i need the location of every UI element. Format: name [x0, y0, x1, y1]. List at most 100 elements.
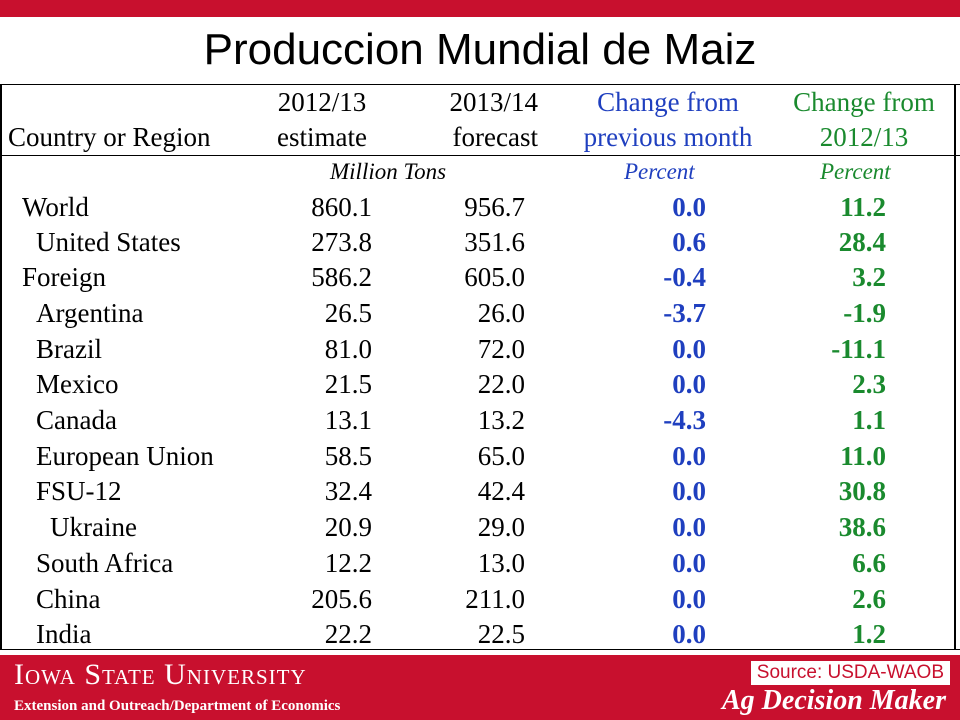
- row-name: China: [36, 584, 101, 614]
- row-forecast: 13.0: [477, 548, 525, 578]
- row-name: Brazil: [36, 334, 102, 364]
- header-col4-line2: 2012/13: [819, 122, 909, 152]
- row-estimate: 81.0: [324, 334, 372, 364]
- row-change-month: 0.0: [672, 548, 706, 578]
- unit-percent-year: Percent: [820, 159, 891, 184]
- row-name: European Union: [36, 441, 214, 471]
- table-row: Ukraine 20.9 29.0 0.0 38.6: [0, 509, 960, 545]
- row-forecast: 65.0: [477, 441, 525, 471]
- table-row: Foreign 586.2 605.0 -0.4 3.2: [0, 259, 960, 295]
- row-change-year: 6.6: [852, 548, 886, 578]
- row-forecast: 13.2: [477, 405, 525, 435]
- table-row: China 205.6 211.0 0.0 2.6: [0, 581, 960, 617]
- table-left-border: [0, 84, 2, 650]
- row-name: FSU-12: [36, 476, 122, 506]
- table-row: South Africa 12.2 13.0 0.0 6.6: [0, 545, 960, 581]
- row-change-year: 1.1: [852, 405, 886, 435]
- row-forecast: 22.5: [477, 619, 525, 649]
- top-brand-bar: [0, 0, 960, 17]
- row-change-year: -1.9: [843, 298, 886, 328]
- table-row: FSU-12 32.4 42.4 0.0 30.8: [0, 473, 960, 509]
- unit-percent-month: Percent: [624, 159, 695, 184]
- source-label: Source: USDA-WAOB: [750, 661, 950, 685]
- row-name: Mexico: [36, 369, 119, 399]
- row-name: World: [22, 192, 89, 222]
- row-change-month: 0.0: [672, 512, 706, 542]
- row-change-month: -3.7: [663, 298, 706, 328]
- brand-ag-decision-maker: Ag Decision Maker: [722, 685, 946, 716]
- table-row: Argentina 26.5 26.0 -3.7 -1.9: [0, 295, 960, 331]
- header-col2-year: 2013/14: [449, 87, 538, 117]
- table-row: United States 273.8 351.6 0.6 28.4: [0, 224, 960, 260]
- row-change-month: 0.6: [672, 227, 706, 257]
- table-row: India 22.2 22.5 0.0 1.2: [0, 616, 960, 652]
- row-estimate: 13.1: [324, 405, 372, 435]
- row-estimate: 12.2: [324, 548, 372, 578]
- row-name: South Africa: [36, 548, 174, 578]
- table-row: World 860.1 956.7 0.0 11.2: [0, 189, 960, 225]
- header-col4-line1: Change from: [793, 87, 935, 117]
- row-change-year: 11.0: [840, 441, 886, 471]
- header-divider-rule: [0, 155, 960, 156]
- row-name: United States: [36, 227, 181, 257]
- row-change-year: 38.6: [838, 512, 886, 542]
- header-country: Country or Region: [8, 122, 211, 152]
- row-name: Argentina: [36, 298, 144, 328]
- table-top-rule: [0, 84, 960, 85]
- row-estimate: 860.1: [311, 192, 372, 222]
- row-change-year: 2.6: [852, 584, 886, 614]
- row-name: Canada: [36, 405, 117, 435]
- row-estimate: 205.6: [311, 584, 372, 614]
- row-forecast: 29.0: [477, 512, 525, 542]
- row-name: Foreign: [22, 262, 106, 292]
- row-forecast: 351.6: [464, 227, 525, 257]
- row-forecast: 211.0: [465, 584, 525, 614]
- row-change-year: 28.4: [838, 227, 886, 257]
- header-col1-type: estimate: [277, 122, 367, 152]
- row-change-month: -4.3: [663, 405, 706, 435]
- row-forecast: 42.4: [477, 476, 525, 506]
- row-estimate: 20.9: [324, 512, 372, 542]
- row-change-month: 0.0: [672, 334, 706, 364]
- table-bottom-rule: [0, 649, 960, 650]
- table-row: Brazil 81.0 72.0 0.0 -11.1: [0, 331, 960, 367]
- row-change-month: -0.4: [663, 262, 706, 292]
- row-change-month: 0.0: [672, 369, 706, 399]
- department-text: Extension and Outreach/Department of Eco…: [14, 698, 341, 714]
- row-forecast: 956.7: [464, 192, 525, 222]
- row-estimate: 22.2: [324, 619, 372, 649]
- row-change-year: -11.1: [831, 334, 886, 364]
- table-right-border: [954, 84, 956, 650]
- row-estimate: 586.2: [311, 262, 372, 292]
- row-change-month: 0.0: [672, 192, 706, 222]
- row-change-year: 3.2: [852, 262, 886, 292]
- row-estimate: 21.5: [324, 369, 372, 399]
- row-estimate: 273.8: [311, 227, 372, 257]
- row-change-year: 2.3: [852, 369, 886, 399]
- header-col3-line2: previous month: [583, 122, 753, 152]
- row-change-month: 0.0: [672, 476, 706, 506]
- row-estimate: 58.5: [324, 441, 372, 471]
- row-change-year: 11.2: [840, 192, 886, 222]
- table-row: Mexico 21.5 22.0 0.0 2.3: [0, 366, 960, 402]
- row-forecast: 26.0: [477, 298, 525, 328]
- row-change-month: 0.0: [672, 619, 706, 649]
- table-row: European Union 58.5 65.0 0.0 11.0: [0, 438, 960, 474]
- header-col2-type: forecast: [452, 122, 538, 152]
- row-name: India: [36, 619, 92, 649]
- row-change-year: 1.2: [852, 619, 886, 649]
- row-estimate: 26.5: [324, 298, 372, 328]
- row-forecast: 22.0: [477, 369, 525, 399]
- unit-million-tons: Million Tons: [330, 159, 447, 184]
- table-row: Canada 13.1 13.2 -4.3 1.1: [0, 402, 960, 438]
- university-wordmark: Iowa State University: [14, 658, 307, 691]
- header-col3-line1: Change from: [597, 87, 739, 117]
- row-estimate: 32.4: [324, 476, 372, 506]
- row-change-month: 0.0: [672, 441, 706, 471]
- row-change-month: 0.0: [672, 584, 706, 614]
- header-col1-year: 2012/13: [277, 87, 367, 117]
- row-forecast: 72.0: [477, 334, 525, 364]
- slide-title: Produccion Mundial de Maiz: [203, 25, 757, 74]
- row-change-year: 30.8: [838, 476, 886, 506]
- row-forecast: 605.0: [464, 262, 525, 292]
